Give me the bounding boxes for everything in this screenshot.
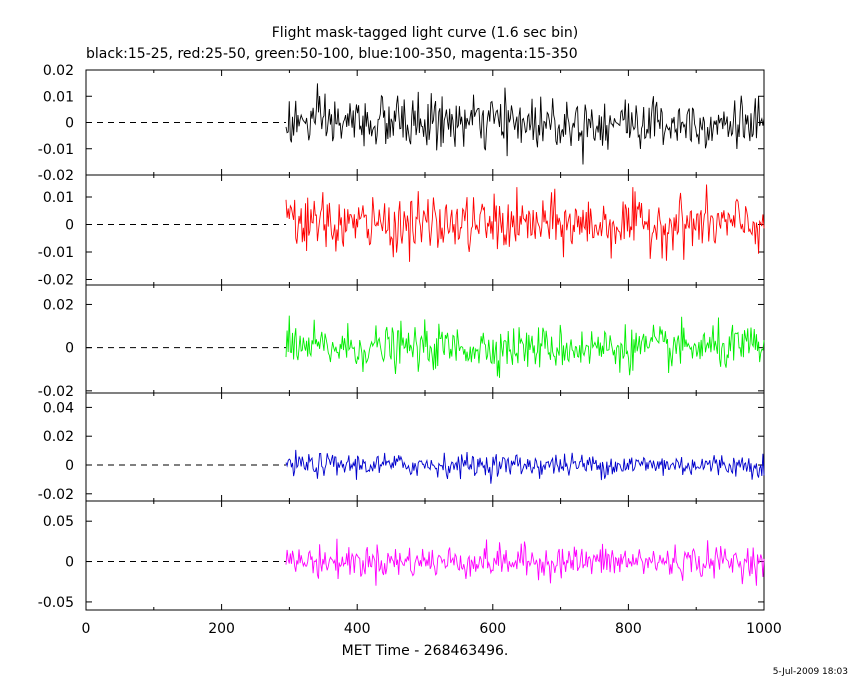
panel-5: -0.05 0 0.05 — [38, 500, 765, 611]
chart-title: Flight mask-tagged light curve (1.6 sec … — [272, 25, 579, 41]
x-axis-label: MET Time - 268463496. — [342, 643, 509, 659]
x-axis: 0 200 400 600 800 1000 — [82, 621, 782, 637]
series-line-2 — [285, 184, 765, 262]
y-tick-label: 0.05 — [43, 514, 74, 530]
y-tick-label: 0.01 — [43, 89, 74, 105]
series-line-5 — [285, 538, 765, 586]
y-tick-label: 0.02 — [43, 297, 74, 313]
y-tick-label: -0.05 — [38, 595, 74, 611]
x-tick-label: 0 — [82, 621, 91, 637]
x-tick-label: 1000 — [746, 621, 782, 637]
panel-2: -0.02 -0.01 0 0.01 — [38, 174, 765, 289]
panel-3: -0.02 0 0.02 — [38, 284, 765, 400]
x-tick-label: 800 — [615, 621, 642, 637]
y-tick-label: 0 — [65, 458, 74, 474]
series-line-3 — [285, 315, 765, 378]
panel-frame — [85, 284, 765, 394]
x-tick-label: 600 — [479, 621, 506, 637]
series-line-4 — [285, 449, 765, 484]
series-line-1 — [285, 83, 765, 165]
chart-subtitle: black:15-25, red:25-50, green:50-100, bl… — [86, 46, 578, 62]
y-tick-label: 0.01 — [43, 190, 74, 206]
x-tick-label: 200 — [208, 621, 235, 637]
y-tick-label: 0 — [65, 555, 74, 571]
panel-frame — [85, 392, 765, 502]
panel-frame — [85, 174, 765, 286]
y-tick-label: 0.04 — [43, 400, 74, 416]
y-tick-label: -0.01 — [38, 245, 74, 261]
y-tick-label: -0.02 — [38, 487, 74, 503]
y-tick-label: 0 — [65, 116, 74, 132]
y-tick-label: -0.01 — [38, 142, 74, 158]
panel-frame — [85, 500, 765, 611]
panels-group: -0.02-0.0100.010.02-0.02-0.0100.01-0.020… — [38, 63, 765, 611]
x-tick-label: 400 — [344, 621, 371, 637]
y-tick-label: 0.02 — [43, 429, 74, 445]
footer-timestamp: 5-Jul-2009 18:03 — [773, 667, 848, 677]
y-tick-label: -0.02 — [38, 384, 74, 400]
panel-1: -0.02 -0.01 0 0.01 0.02 — [38, 63, 765, 184]
y-tick-label: -0.02 — [38, 273, 74, 289]
y-tick-label: 0.02 — [43, 63, 74, 79]
panel-4: -0.02 0 0.02 0.04 — [38, 392, 765, 503]
y-tick-label: 0 — [65, 341, 74, 357]
y-tick-label: -0.02 — [38, 168, 74, 184]
y-tick-label: 0 — [65, 218, 74, 234]
